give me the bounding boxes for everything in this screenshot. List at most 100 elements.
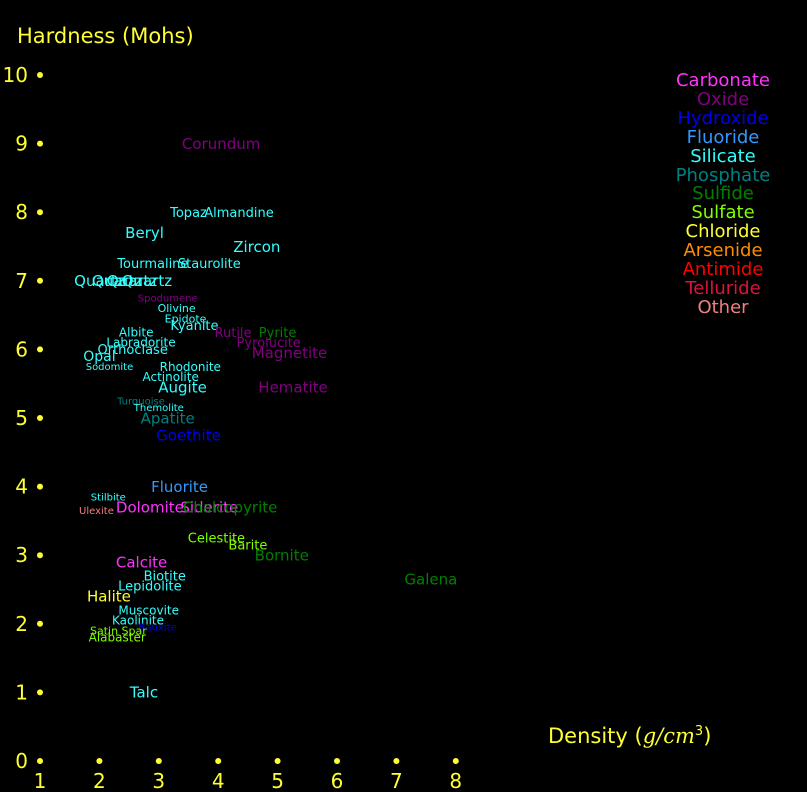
x-tick-label: 6 [331,769,344,792]
mineral-point-label: Calcite [116,553,167,571]
mineral-point-label: Halite [87,588,131,606]
mineral-point-label: Sodomite [86,362,134,373]
mineral-point-label: Galena [404,570,457,588]
x-axis-label-prefix: Density ( [548,724,643,748]
x-tick-mark [452,758,459,764]
mineral-point-label: Beryl [125,224,164,242]
mineral-point-label: Apatite [141,409,195,427]
y-axis-label: Hardness (Mohs) [17,24,194,48]
y-tick-mark [37,483,43,490]
x-tick-label: 1 [34,769,47,792]
legend-item: Phosphate [675,164,771,186]
mineral-point-label: Fluorite [151,478,208,496]
mineral-point-label: Actinolite [143,370,199,384]
y-tick-mark [37,140,43,147]
y-tick-mark [37,346,43,353]
legend-item: Antimide [682,259,764,281]
y-tick-mark [37,552,43,559]
legend-item: Other [697,296,749,318]
y-tick-label: 5 [15,406,28,430]
mineral-point-label: Pyrite [259,326,297,341]
mineral-point-label: Opal [83,349,115,365]
mineral-point-label: Quartz [122,272,173,290]
y-tick-label: 10 [3,63,28,87]
y-tick-label: 9 [15,132,28,156]
mineral-point-label: Rutile [215,326,252,341]
mineral-point-label: Staurolite [178,257,241,272]
mineral-point-label: Hematite [258,378,327,396]
mineral-point-label: Olivine [158,302,196,315]
x-tick-mark [274,758,281,764]
mineral-point-label: Zircon [233,238,280,256]
x-axis-label: Density (g/cm3) [548,724,711,748]
mineral-point-label: Kaolinite [112,614,164,628]
y-tick-mark [37,209,43,216]
x-tick-label: 2 [93,769,106,792]
x-tick-label: 5 [271,769,284,792]
mineral-point-label: Bornite [255,546,309,564]
legend-item: Sulfate [691,202,755,224]
legend: Carbonate Oxide Hydroxide Fluoride Silicate P… [640,70,806,318]
mineral-point-label: Talc [129,684,158,702]
mineral-point-label: Bauxite [139,623,177,634]
mineral-point-label: Quartz [92,272,143,290]
mineral-point-label: Magnetite [252,344,328,362]
mineral-point-label: Biotite [144,569,186,584]
mineral-point-label: Albite [119,325,154,339]
y-tick-label: 4 [15,475,28,499]
mineral-point-label: Ulexite [79,506,114,517]
x-tick-mark [215,758,222,764]
mineral-point-label: Pyrolucite [237,336,301,351]
mineral-point-label: Kyanite [170,319,218,334]
y-tick-label: 3 [15,543,28,567]
legend-item: Telluride [685,277,761,299]
mineral-point-label: Quartz [107,272,158,290]
mineral-point-label: Satin Spar [90,625,147,638]
mineral-point-label: Labradorite [106,336,175,350]
y-tick-label: 6 [15,337,28,361]
y-tick-mark [37,689,43,696]
y-tick-mark [37,277,43,284]
x-tick-mark [393,758,400,764]
mineral-point-label: Rhodonite [160,360,221,374]
y-tick-label: 8 [15,200,28,224]
y-tick-label: 1 [15,680,28,704]
mineral-point-label: Dolomite [116,498,184,516]
mineral-point-label: Topaz [169,206,207,221]
y-tick-mark [37,415,43,421]
y-tick-mark [37,758,43,764]
mineral-point-label: Muscovite [118,603,179,617]
y-tick-label: 7 [15,269,28,293]
mineral-point-label: Turquoise [116,396,165,407]
mineral-point-label: Lepidolite [118,580,181,595]
mineral-point-label: Quartz [74,272,125,290]
x-tick-label: 3 [152,769,165,792]
mineral-point-label: Barite [228,538,267,553]
y-tick-mark [37,620,43,627]
mineral-point-label: Chalcopyrite [183,498,278,516]
x-tick-mark [96,758,103,764]
x-tick-mark [334,758,340,764]
mineral-point-label: Alabaster [89,631,146,645]
x-tick-label: 4 [212,769,225,792]
x-axis-label-suffix: ) [703,724,712,748]
x-tick-label: 7 [390,769,403,792]
legend-item: Oxide [696,88,750,110]
mineral-point-label: Corundum [182,135,260,153]
mineral-point-label: Augite [158,378,207,396]
mineral-point-label: Stilbite [91,492,126,503]
legend-item: Silicate [690,145,756,167]
legend-item: Carbonate [675,70,770,91]
mineral-point-label: Goethite [156,426,221,444]
x-axis-label-exponent: 3 [694,724,704,739]
mineral-point-label: Siderite [180,498,238,516]
legend-item: Sulfide [692,183,754,205]
mineral-point-label: Celestite [188,532,245,547]
legend-item: Hydroxide [677,107,769,129]
mineral-point-label: Orthoclase [97,343,167,358]
mineral-point-label: Spodumene [138,293,198,304]
y-tick-mark [37,72,43,78]
x-axis-label-unit: g/cm [642,724,695,748]
mineral-point-label: Tourmaline [116,257,188,272]
